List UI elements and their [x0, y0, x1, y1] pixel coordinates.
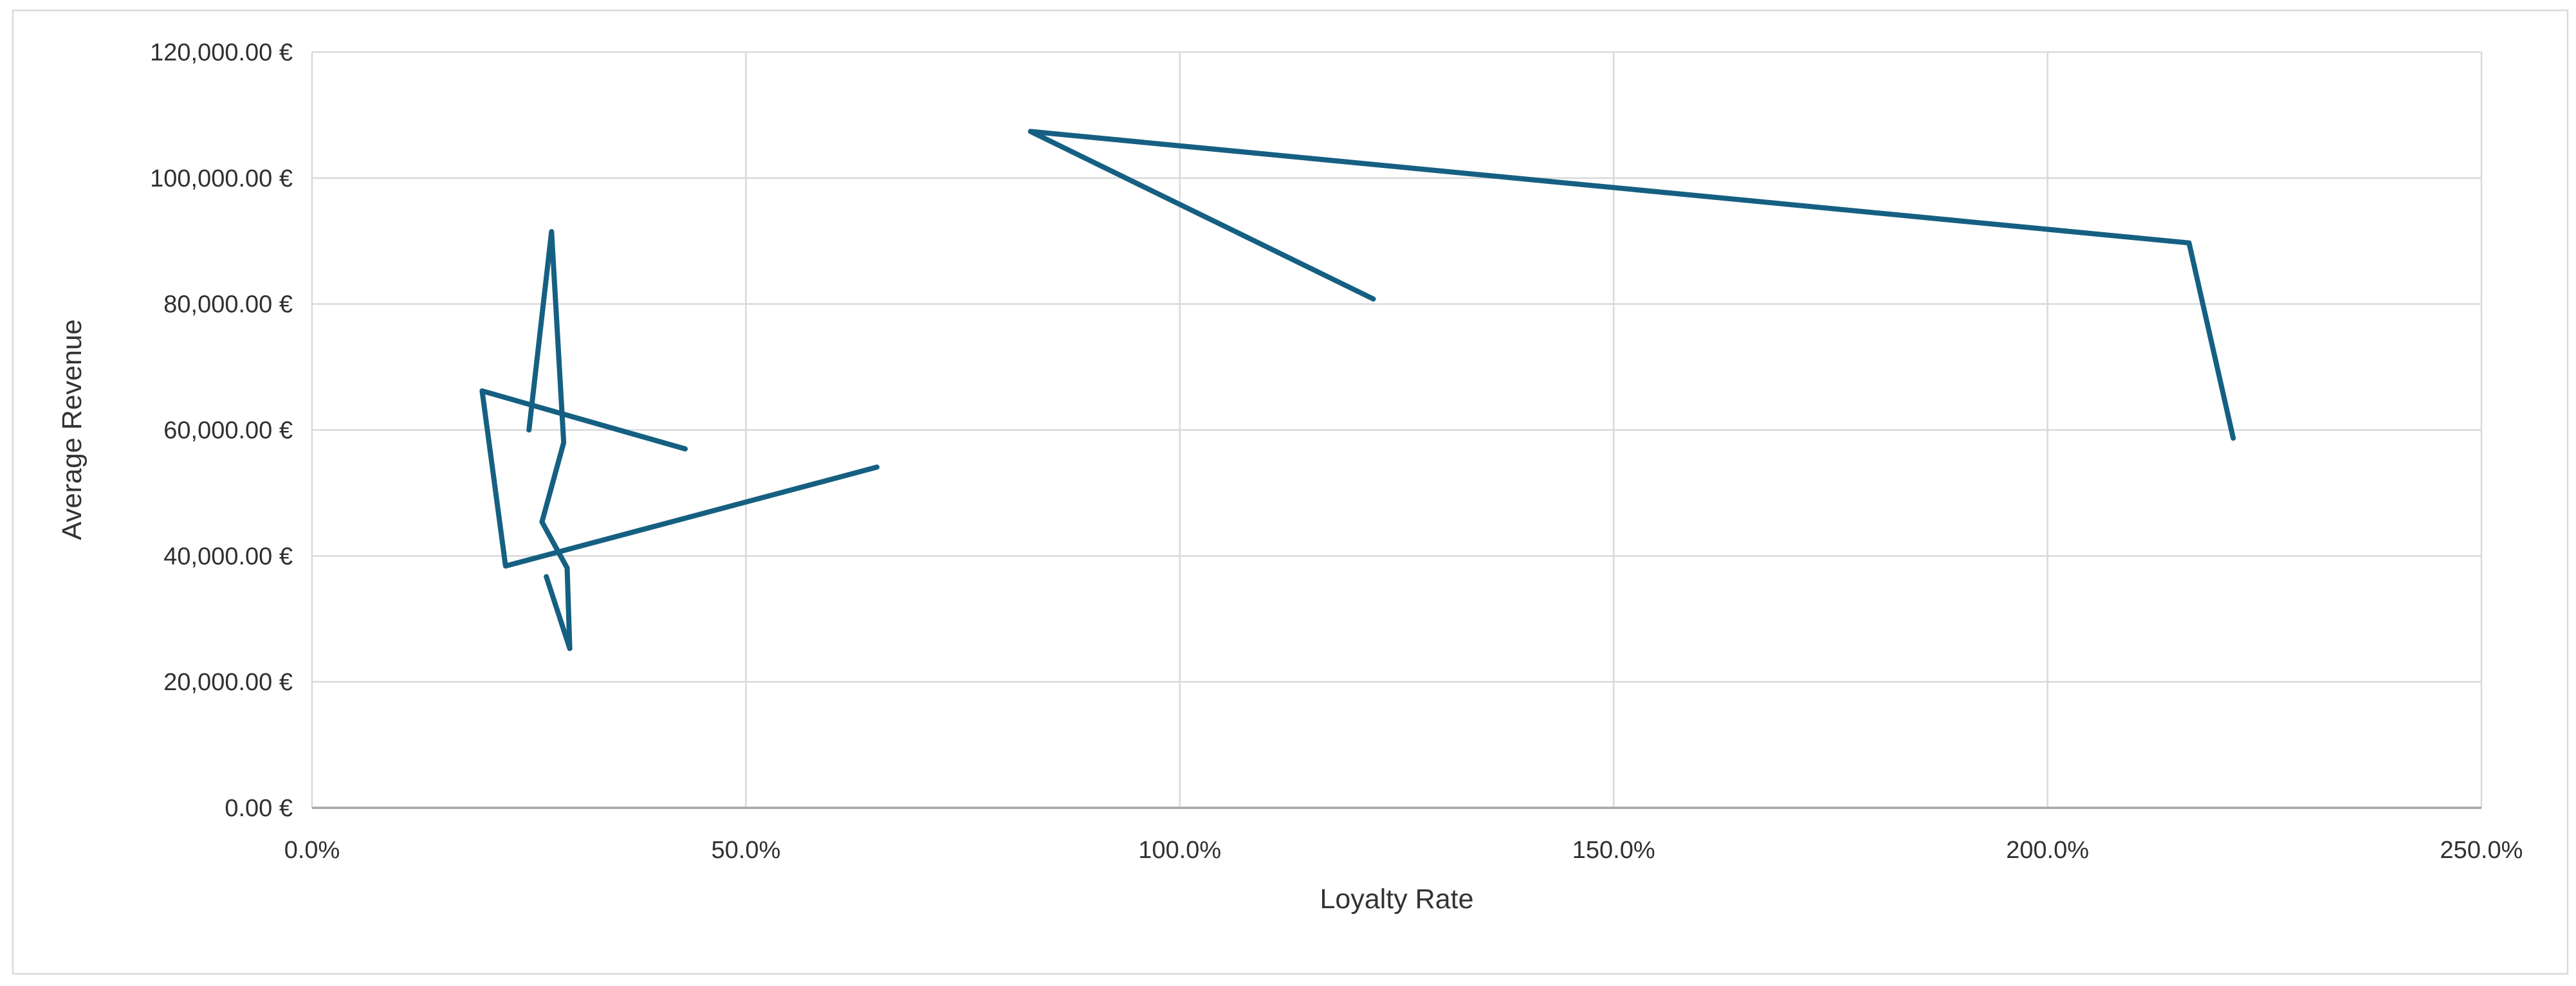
x-tick-label: 250.0%: [2440, 837, 2523, 864]
chart-outer-border: [12, 9, 2569, 975]
x-tick-label: 0.0%: [284, 837, 340, 864]
y-tick-label: 20,000.00 €: [163, 669, 293, 696]
x-tick-label: 200.0%: [2006, 837, 2089, 864]
y-axis-title: Average Revenue: [57, 319, 87, 540]
gridlines-group: [311, 51, 2483, 808]
y-tick-label: 120,000.00 €: [150, 39, 293, 66]
data-series-group: [479, 129, 2236, 652]
y-tick-label: 80,000.00 €: [163, 291, 293, 318]
y-tick-label: 40,000.00 €: [163, 543, 293, 570]
x-tick-label: 50.0%: [712, 837, 781, 864]
data-polyline-segment-3: [1027, 129, 2236, 441]
tick-labels-group: 0.00 € 20,000.00 € 40,000.00 € 60,000.00 € 8…: [150, 39, 2523, 864]
y-tick-label: 60,000.00 €: [163, 417, 293, 444]
y-tick-label: 0.00 €: [225, 795, 293, 822]
x-tick-label: 100.0%: [1138, 837, 1221, 864]
x-axis-title: Loyalty Rate: [1320, 884, 1473, 915]
data-polyline-segment-2: [479, 388, 880, 569]
y-tick-label: 100,000.00 €: [150, 165, 293, 192]
x-tick-label: 150.0%: [1572, 837, 1655, 864]
data-polyline-segment-1: [526, 229, 573, 652]
